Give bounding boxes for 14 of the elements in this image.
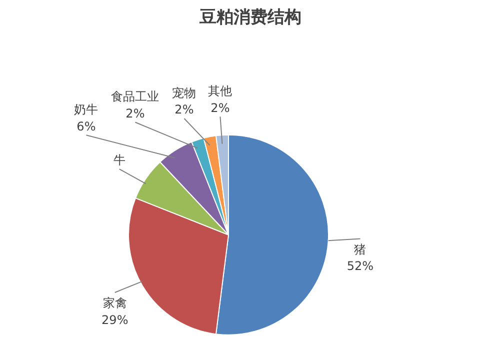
slice-label: 其他 <box>208 84 232 98</box>
slice-label: 食品工业 <box>111 90 160 104</box>
slice-label: 宠物 <box>172 86 196 100</box>
slice-label: 牛 <box>113 153 126 168</box>
data-label: 2% <box>126 106 145 120</box>
chart-title: 豆粕消费结构 <box>198 8 302 28</box>
data-label: 6% <box>76 119 96 134</box>
slice-label: 家禽 <box>102 296 127 310</box>
data-label: 2% <box>210 100 230 115</box>
slice-label: 奶牛 <box>74 102 98 116</box>
data-label: 52% <box>346 259 374 274</box>
data-label: 29% <box>102 312 128 327</box>
data-label: 2% <box>174 102 194 117</box>
slice-label: 猪 <box>354 242 366 256</box>
